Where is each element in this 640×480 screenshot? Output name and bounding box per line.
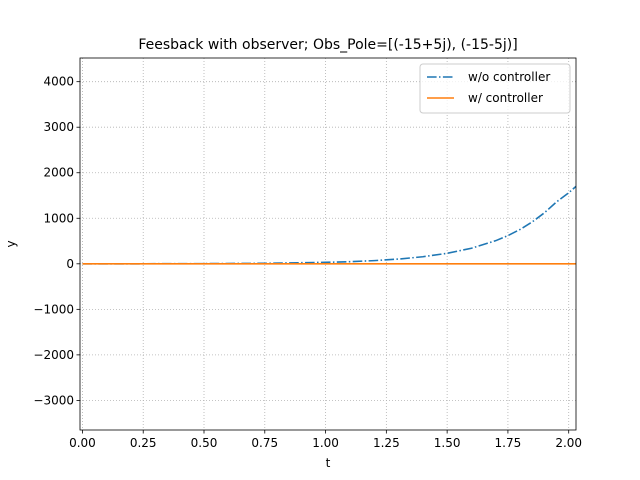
x-tick-label: 0.50 — [191, 436, 218, 450]
series-group — [82, 185, 576, 265]
legend-box — [419, 63, 571, 114]
y-axis: −3000 −2000 −1000 0 1000 2000 3000 4000 — [33, 75, 80, 407]
grid — [80, 58, 576, 430]
x-tick-label: 0.25 — [130, 436, 157, 450]
y-tick-label: −3000 — [33, 393, 74, 407]
y-axis-label: y — [4, 240, 18, 247]
x-axis: 0.00 0.25 0.50 0.75 1.00 1.25 1.50 1.75 2.00 — [69, 430, 582, 450]
chart-title: Feesback with observer; Obs_Pole=[(-15+5… — [138, 37, 517, 53]
y-tick-label: −2000 — [33, 348, 74, 362]
x-tick-label: 1.25 — [373, 436, 400, 450]
x-tick-label: 1.75 — [495, 436, 522, 450]
x-tick-label: 1.50 — [434, 436, 461, 450]
x-axis-label: t — [326, 456, 331, 470]
x-tick-label: 1.00 — [312, 436, 339, 450]
y-tick-label: 1000 — [43, 211, 74, 225]
legend: w/o controller w/ controller — [419, 63, 571, 114]
plot-frame — [79, 57, 577, 431]
y-tick-label: 0 — [66, 257, 74, 271]
y-tick-label: 2000 — [43, 166, 74, 180]
x-tick-label: 2.00 — [555, 436, 582, 450]
x-tick-label: 0.00 — [69, 436, 96, 450]
y-tick-label: 4000 — [43, 75, 74, 89]
legend-label: w/ controller — [468, 91, 543, 105]
y-tick-label: −1000 — [33, 302, 74, 316]
y-tick-label: 3000 — [43, 120, 74, 134]
legend-label: w/o controller — [468, 70, 550, 84]
x-tick-label: 0.75 — [251, 436, 278, 450]
